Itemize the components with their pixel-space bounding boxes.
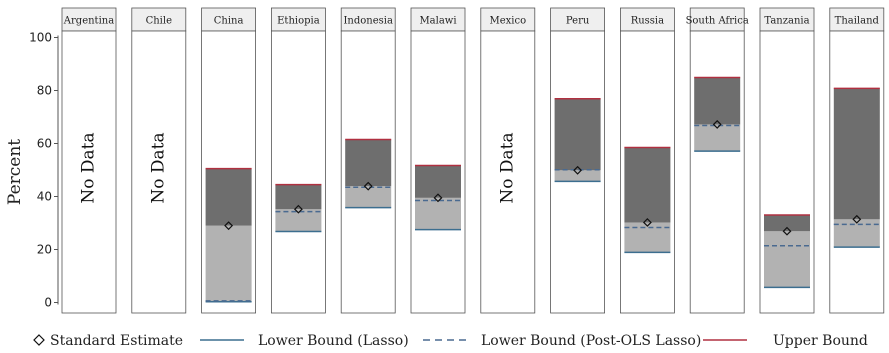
panel-header-label: Peru (566, 16, 590, 27)
legend: Standard Estimate Lower Bound (Lasso) Lowe… (33, 333, 868, 349)
panel-header-label: Russia (631, 16, 664, 27)
panel-frame (689, 30, 745, 314)
panel-peru: Peru (550, 7, 605, 314)
standard-estimate-marker (782, 226, 792, 236)
y-tick-label-80: 80 (37, 84, 52, 98)
standard-estimate-marker (433, 193, 443, 203)
y-tick-label-60: 60 (37, 137, 52, 151)
standard-estimate-marker (224, 221, 234, 231)
panel-south-africa: South Africa (686, 7, 749, 314)
upper-band (694, 77, 741, 125)
lower-band (554, 170, 601, 182)
panel-ethiopia: Ethiopia (270, 7, 326, 314)
panel-header-label: Mexico (489, 16, 526, 27)
panel-chile: Chile No Data (131, 7, 187, 314)
y-tick-label-40: 40 (37, 190, 52, 204)
panel-frame (131, 30, 187, 314)
lower-band (833, 219, 880, 248)
panel-frame (480, 30, 536, 314)
panel-argentina: Argentina No Data (61, 7, 117, 314)
legend-item-lower-lasso: Lower Bound (Lasso) (200, 333, 409, 349)
panel-header-label: Tanzania (764, 16, 809, 27)
panel-header-label: Thailand (835, 16, 880, 27)
panel-tanzania: Tanzania (759, 7, 815, 314)
no-data-label: No Data (497, 132, 517, 203)
upper-band (554, 98, 601, 171)
panel-header-label: Indonesia (343, 16, 393, 27)
upper-band (345, 139, 392, 187)
y-tick-label-0: 0 (44, 296, 52, 310)
lower-band (275, 209, 322, 232)
panel-header-label: Malawi (419, 16, 456, 27)
standard-estimate-marker (363, 181, 373, 191)
legend-label: Upper Bound (773, 333, 868, 349)
standard-estimate-marker (573, 165, 583, 175)
legend-item-standard: Standard Estimate (33, 333, 183, 349)
panel-header-label: China (214, 16, 244, 27)
panel-indonesia: Indonesia (340, 7, 396, 314)
no-data-label: No Data (79, 132, 99, 203)
standard-estimate-marker (293, 204, 303, 214)
legend-label: Lower Bound (Lasso) (258, 333, 409, 349)
legend-item-lower-post-ols: Lower Bound (Post-OLS Lasso) (423, 333, 701, 349)
panel-frame (270, 30, 326, 314)
no-data-label: No Data (148, 132, 168, 203)
lower-band (345, 186, 392, 208)
legend-diamond-icon (33, 334, 45, 346)
y-axis-label: Percent (5, 139, 25, 205)
upper-band (415, 165, 461, 198)
lower-band (205, 225, 252, 302)
y-axis: 0 20 40 60 80 100 Percent (5, 31, 59, 310)
panel-header-label: Argentina (63, 16, 114, 27)
lower-band (694, 124, 741, 152)
facet-panels: Argentina No Data Chile No Data China Ethiopi… (61, 7, 885, 314)
lower-band (624, 222, 671, 253)
standard-estimate-marker (852, 214, 862, 224)
standard-estimate-marker (642, 218, 652, 227)
panel-malawi: Malawi (410, 7, 466, 314)
panel-china: China (201, 7, 257, 314)
panel-header-label: South Africa (686, 16, 749, 27)
panel-mexico: Mexico No Data (480, 7, 536, 314)
y-tick-label-20: 20 (37, 243, 52, 257)
upper-band (833, 88, 880, 220)
lower-band (415, 197, 461, 230)
panel-header-label: Ethiopia (277, 16, 320, 27)
legend-label: Standard Estimate (50, 333, 183, 349)
panel-frame (61, 30, 117, 314)
panel-header-label: Chile (146, 16, 172, 27)
upper-band (624, 147, 671, 223)
panel-thailand: Thailand (829, 7, 885, 314)
legend-item-upper: Upper Bound (703, 333, 868, 349)
upper-band (764, 215, 810, 232)
upper-band (205, 168, 252, 226)
lower-band (764, 231, 810, 288)
standard-estimate-marker (712, 119, 722, 129)
legend-label: Lower Bound (Post-OLS Lasso) (481, 333, 701, 349)
panel-russia: Russia (620, 7, 675, 314)
y-tick-label-100: 100 (29, 31, 52, 45)
